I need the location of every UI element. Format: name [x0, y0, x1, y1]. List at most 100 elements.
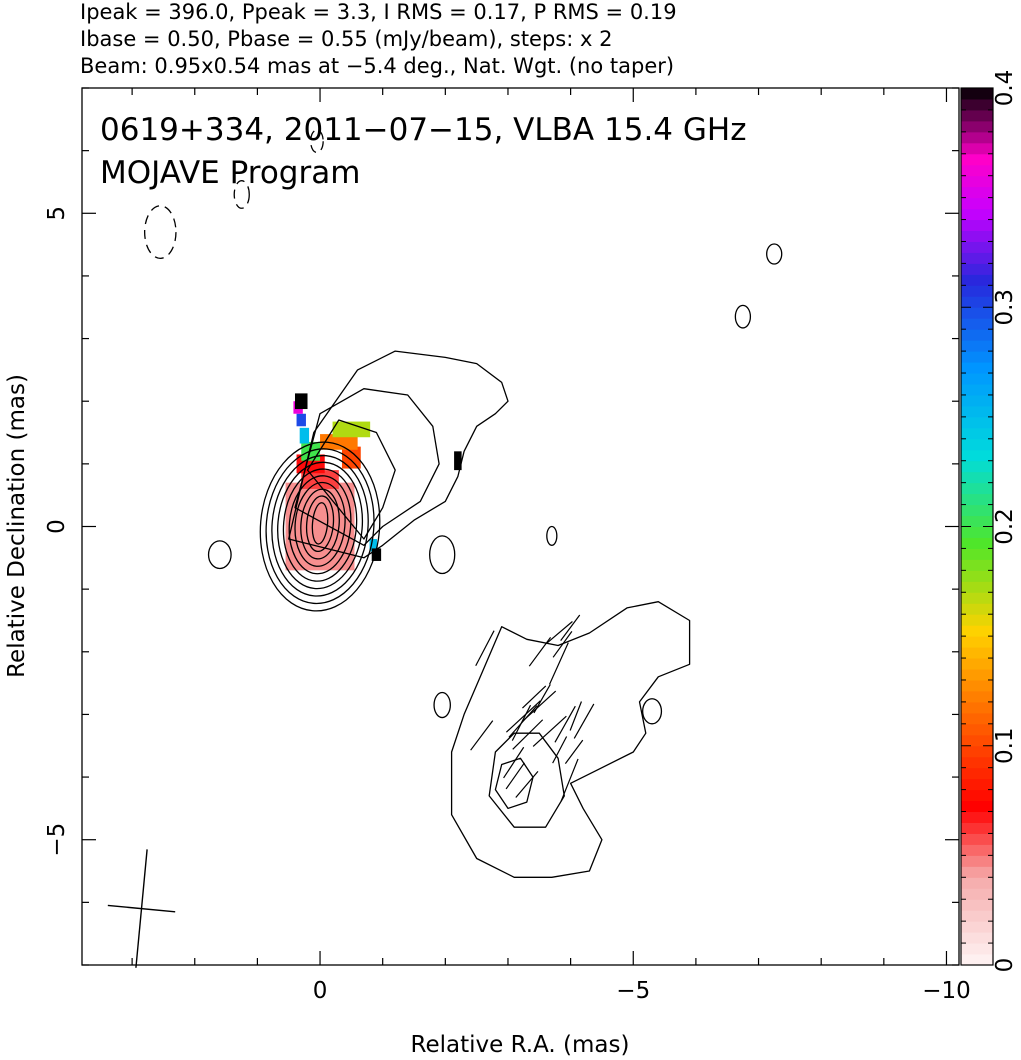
- y-tick-label: 0: [44, 519, 70, 534]
- colorbar-band: [961, 789, 993, 802]
- chart-title: 0619+334, 2011−07−15, VLBA 15.4 GHz: [100, 112, 746, 148]
- colorbar-band: [961, 460, 993, 473]
- colorbar-band: [961, 427, 993, 440]
- colorbar-band: [961, 581, 993, 593]
- colorbar-band: [961, 537, 993, 549]
- colorbar-band: [961, 811, 993, 823]
- evpa-tick-6: [569, 701, 583, 731]
- colorbar: 0 0.1 0.2 0.3 0.4: [960, 70, 1018, 973]
- southern-core-contour: [494, 757, 534, 810]
- colorbar-band: [961, 153, 993, 166]
- evpa-tick-13: [564, 739, 584, 765]
- colorbar-band: [961, 504, 993, 517]
- colorbar-tick-label: 0.4: [992, 70, 1018, 107]
- colorbar-band: [961, 734, 993, 747]
- colorbar-band: [961, 603, 993, 615]
- evpa-tick-11: [552, 631, 573, 658]
- colorbar-band: [961, 120, 993, 133]
- pol-pixel-11: [369, 539, 378, 552]
- pol-pixel-5: [332, 421, 371, 438]
- colorbar-band: [961, 943, 993, 955]
- core-contour-0: [259, 441, 381, 612]
- colorbar-band: [961, 570, 993, 582]
- evpa-tick-4: [503, 746, 525, 779]
- colorbar-band: [961, 285, 993, 297]
- colorbar-band: [961, 690, 993, 703]
- colorbar-band: [961, 362, 993, 374]
- core-contour-4: [282, 468, 358, 582]
- pol-pixel-3: [341, 446, 361, 469]
- colorbar-band: [961, 131, 993, 144]
- evpa-tick-23: [505, 700, 541, 733]
- core-contour-2: [271, 454, 369, 597]
- colorbar-band: [961, 800, 993, 813]
- evpa-tick-5: [560, 758, 579, 802]
- colorbar-band: [961, 186, 993, 199]
- colorbar-band: [961, 493, 993, 506]
- island-contour-5: [433, 691, 451, 719]
- colorbar-band: [961, 515, 993, 527]
- colorbar-band: [961, 252, 993, 264]
- colorbar-band: [961, 241, 993, 253]
- colorbar-band: [961, 416, 993, 429]
- colorbar-band: [961, 921, 993, 933]
- evpa-tick-8: [560, 614, 581, 641]
- pol-pixel-13: [454, 451, 462, 471]
- colorbar-band: [961, 263, 993, 275]
- polarization-map: [285, 393, 462, 571]
- axis-tick-labels: 0 −5 −10 5 0 −5: [44, 206, 971, 1004]
- evpa-tick-7: [533, 684, 551, 714]
- y-tick-label: −5: [44, 823, 70, 857]
- colorbar-band: [961, 636, 993, 648]
- y-axis-label: Relative Declination (mas): [4, 374, 30, 678]
- evpa-tick-9: [512, 719, 544, 750]
- jet-outer-contour: [288, 350, 509, 559]
- core-contour-6: [294, 481, 346, 567]
- colorbar-band: [961, 98, 993, 111]
- jet-mid-contour: [294, 388, 440, 546]
- colorbar-band: [961, 142, 993, 155]
- colorbar-band: [961, 899, 993, 911]
- x-tick-label: 0: [313, 978, 328, 1004]
- colorbar-band: [961, 164, 993, 177]
- colorbar-tick-label: 0: [992, 958, 1018, 973]
- colorbar-band: [961, 767, 993, 780]
- colorbar-band: [961, 383, 993, 396]
- beam-cross: [107, 849, 176, 968]
- southern-component-contour: [450, 601, 691, 878]
- evpa-tick-22: [545, 621, 573, 645]
- x-axis-label: Relative R.A. (mas): [411, 1032, 630, 1058]
- evpa-tick-20: [515, 770, 539, 798]
- colorbar-band: [961, 559, 993, 571]
- colorbar-band: [961, 394, 993, 407]
- total-intensity-contours: [143, 129, 783, 878]
- colorbar-band: [961, 888, 993, 900]
- island-contour-1: [429, 535, 456, 575]
- jet-inner-contour: [306, 419, 396, 540]
- colorbar-band: [961, 482, 993, 495]
- colorbar-band: [961, 88, 993, 100]
- core-contour-5: [288, 475, 352, 575]
- core-contour-8: [305, 495, 335, 553]
- y-tick-label: 5: [44, 206, 70, 221]
- negative-contour-2: [309, 129, 324, 154]
- pol-pixel-7: [299, 427, 310, 444]
- colorbar-band: [961, 625, 993, 637]
- evpa-tick-19: [475, 630, 495, 667]
- x-tick-label: −10: [922, 978, 971, 1004]
- colorbar-band: [961, 109, 993, 122]
- colorbar-band: [961, 932, 993, 944]
- pol-pixel-4: [320, 434, 358, 450]
- colorbar-band: [961, 679, 993, 692]
- chart-subtitle: MOJAVE Program: [100, 155, 360, 191]
- colorbar-band: [961, 701, 993, 714]
- colorbar-band: [961, 723, 993, 736]
- colorbar-band: [961, 855, 993, 867]
- colorbar-band: [961, 449, 993, 462]
- header-line-3: Beam: 0.95x0.54 mas at −5.4 deg., Nat. W…: [80, 54, 674, 78]
- evpa-tick-3: [505, 762, 525, 790]
- beam-minor-axis: [107, 904, 176, 913]
- colorbar-band: [961, 405, 993, 418]
- evpa-tick-17: [552, 736, 568, 764]
